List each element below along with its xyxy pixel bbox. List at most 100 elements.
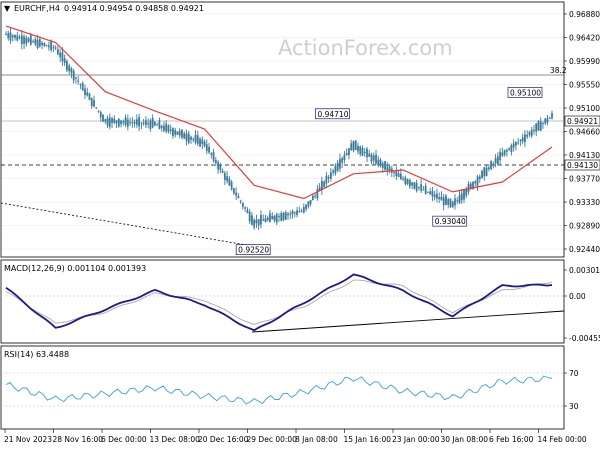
- candle-body: [278, 216, 280, 218]
- candle-body: [41, 42, 43, 45]
- candle-body: [508, 148, 511, 150]
- candle-body: [117, 118, 120, 127]
- candle-body: [296, 210, 298, 216]
- candle-body: [269, 213, 271, 222]
- candle-body: [533, 130, 535, 132]
- candle-body: [454, 198, 456, 206]
- candle-body: [27, 38, 30, 42]
- price-y-tick: 0.95550: [569, 81, 600, 90]
- candle-body: [517, 142, 520, 144]
- candle-body: [108, 117, 111, 127]
- candle-body: [343, 154, 346, 160]
- candle-body: [293, 212, 296, 214]
- macd-panel-frame: [0, 259, 565, 344]
- rsi-panel-frame: [0, 345, 565, 430]
- x-tick-label: 21 Nov 2023: [4, 435, 52, 444]
- candle-body: [68, 65, 71, 72]
- candle-body: [499, 151, 502, 161]
- candle-body: [345, 153, 348, 156]
- candle-body: [438, 197, 441, 200]
- candle-body: [196, 135, 199, 144]
- candle-body: [483, 167, 486, 177]
- candle-body: [309, 199, 312, 205]
- candle-body: [449, 198, 452, 207]
- candle-body: [474, 181, 477, 184]
- ohlc-label: 0.94914 0.94954 0.94858 0.94921: [64, 4, 204, 13]
- price-y-tick: 0.95990: [569, 57, 600, 66]
- candle-body: [210, 152, 213, 155]
- candle-body: [251, 215, 253, 225]
- candle-body: [348, 148, 350, 156]
- candle-body: [214, 160, 217, 164]
- candle-body: [551, 113, 553, 119]
- candle-body: [90, 97, 93, 106]
- candle-body: [102, 114, 104, 122]
- candle-body: [399, 173, 402, 180]
- candle-body: [510, 145, 513, 153]
- candle-body: [431, 190, 434, 197]
- candle-body: [397, 173, 400, 178]
- candle-body: [512, 143, 515, 148]
- candle-body: [25, 37, 28, 44]
- price-y-tick: 0.94130: [569, 151, 600, 160]
- annotation-box: [315, 108, 350, 120]
- candle-body: [167, 125, 170, 132]
- candle-body: [142, 122, 145, 124]
- candle-body: [54, 47, 57, 49]
- candle-body: [172, 127, 174, 136]
- candle-body: [359, 146, 362, 155]
- candle-body: [260, 214, 262, 225]
- candle-body: [99, 112, 102, 118]
- candle-body: [160, 125, 163, 128]
- candle-body: [291, 211, 294, 215]
- svg-text:0.94130: 0.94130: [567, 161, 598, 170]
- price-y-axis: 0.96880 0.96420 0.95990 0.95550 0.95100 0.946…: [564, 10, 600, 254]
- candle-body: [456, 200, 459, 202]
- candle-body: [257, 219, 260, 226]
- candle-body: [515, 141, 517, 146]
- candle-body: [323, 181, 326, 187]
- candle-body: [284, 212, 287, 220]
- candles: [5, 27, 553, 231]
- candle-body: [16, 35, 19, 41]
- candle-body: [156, 124, 159, 126]
- candle-body: [494, 158, 497, 164]
- macd-trendline: [251, 310, 565, 333]
- candle-body: [318, 187, 321, 192]
- candle-body: [165, 123, 168, 132]
- candle-body: [235, 192, 238, 196]
- candle-body: [311, 195, 314, 201]
- candle-body: [63, 58, 66, 63]
- candle-body: [300, 211, 303, 213]
- candle-body: [242, 203, 244, 207]
- candle-body: [203, 141, 206, 146]
- candle-body: [316, 189, 319, 199]
- candle-body: [298, 211, 301, 213]
- candle-body: [445, 195, 447, 205]
- candle-body: [183, 133, 186, 139]
- candle-body: [282, 212, 285, 220]
- candle-body: [377, 159, 380, 166]
- candle-body: [77, 80, 80, 82]
- candle-body: [535, 123, 538, 132]
- annotation-box: [235, 244, 271, 255]
- candle-body: [20, 35, 23, 45]
- candle-body: [226, 176, 229, 182]
- candle-body: [18, 37, 21, 39]
- candle-body: [404, 177, 407, 185]
- candle-body: [75, 77, 77, 79]
- candle-body: [176, 131, 179, 135]
- candle-body: [332, 170, 335, 173]
- candle-body: [275, 213, 278, 223]
- candle-body: [420, 184, 423, 191]
- candle-body: [354, 140, 357, 150]
- candle-body: [521, 137, 524, 142]
- candle-body: [350, 143, 353, 151]
- price-y-tick: 0.92440: [569, 245, 600, 254]
- candle-body: [325, 175, 328, 184]
- candle-body: [56, 49, 59, 55]
- candle-body: [465, 188, 468, 196]
- candle-body: [388, 166, 391, 172]
- candle-body: [379, 159, 382, 166]
- candle-body: [163, 125, 165, 131]
